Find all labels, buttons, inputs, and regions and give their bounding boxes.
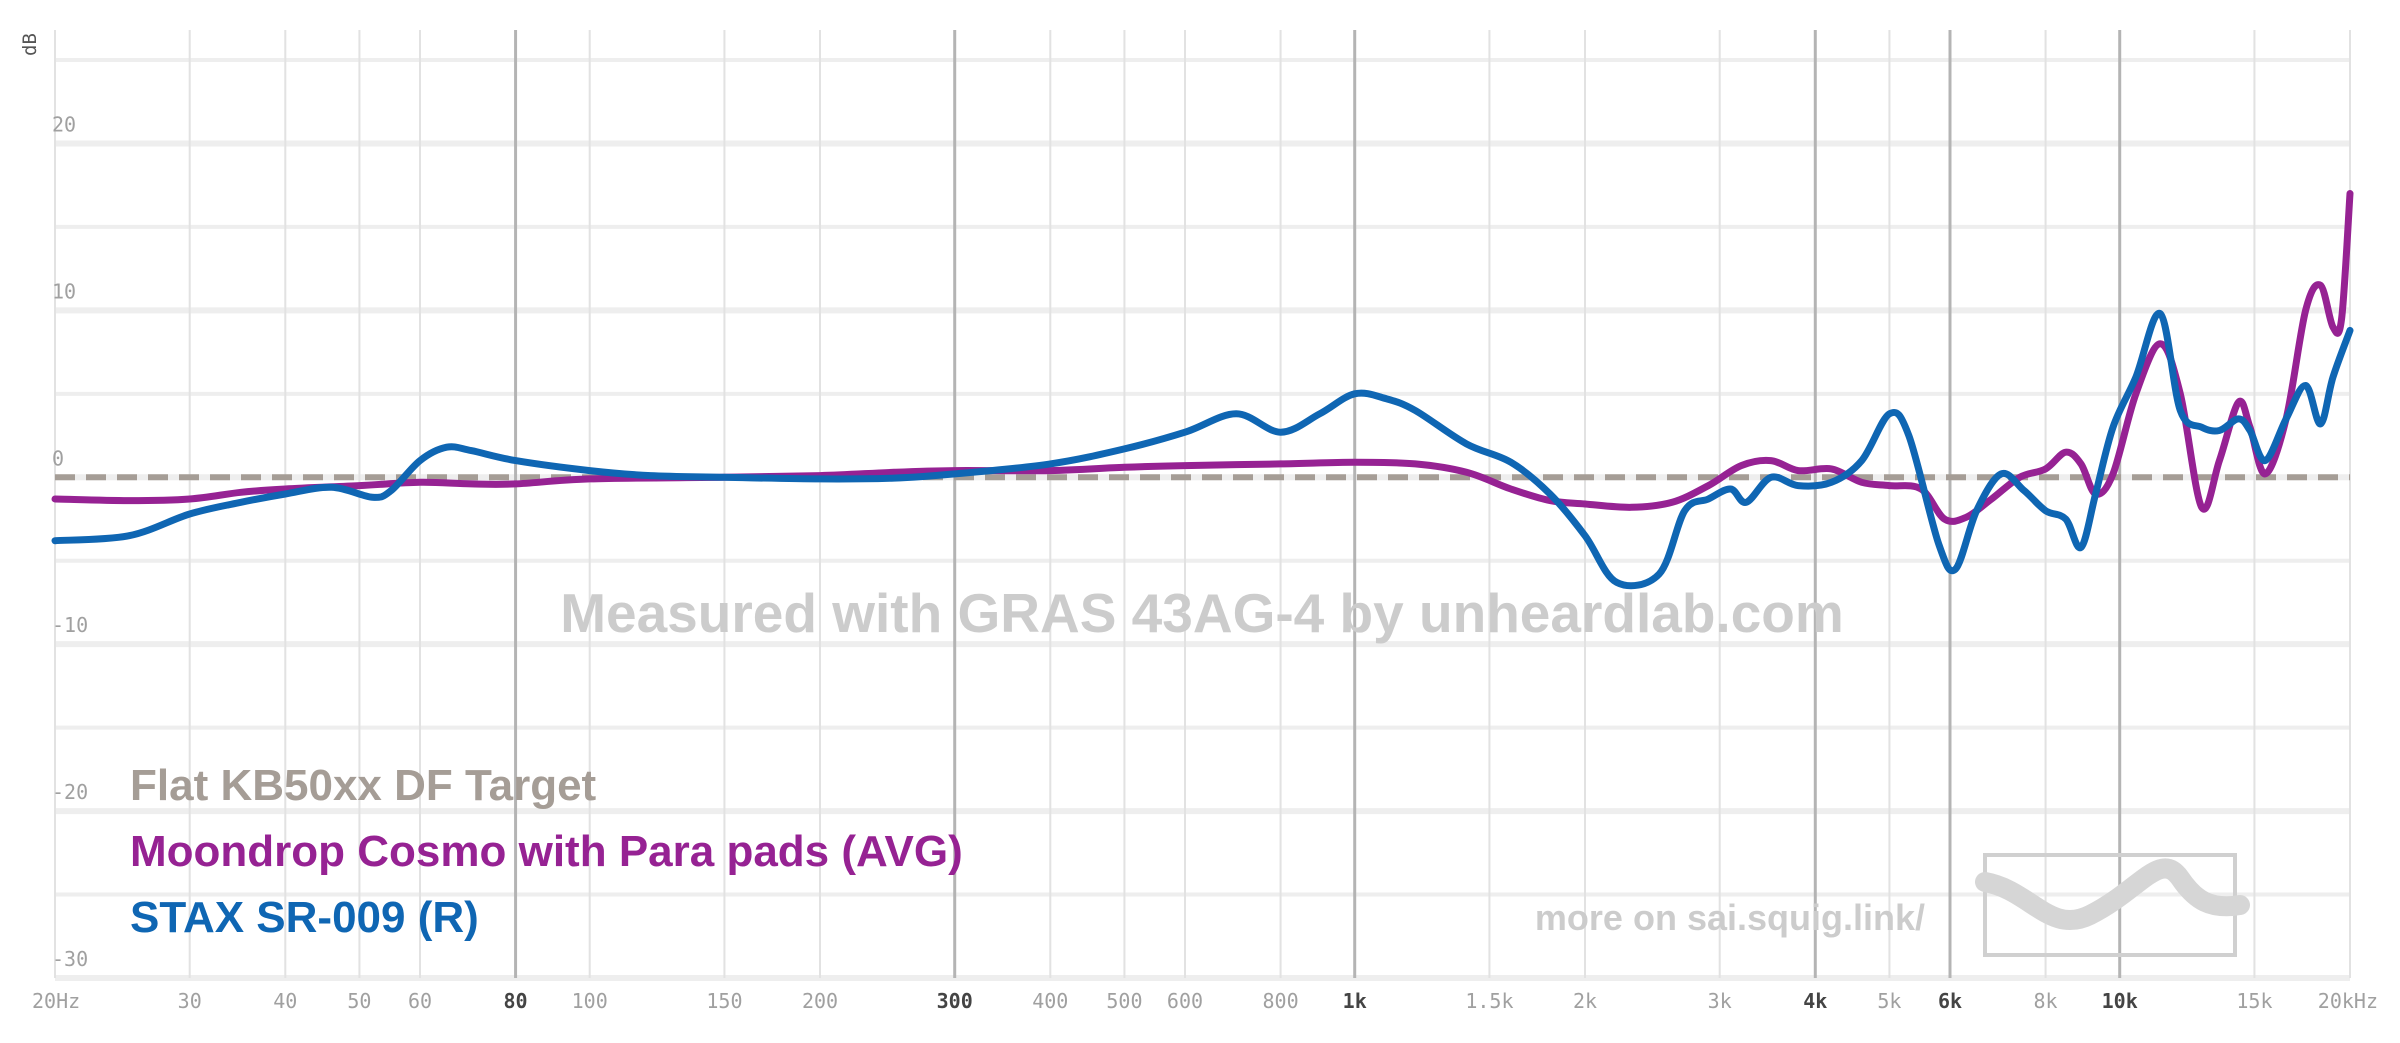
legend-entry-cosmo: Moondrop Cosmo with Para pads (AVG): [130, 827, 963, 876]
legend-entry-target: Flat KB50xx DF Target: [130, 761, 597, 810]
x-tick-label: 8k: [2034, 989, 2058, 1013]
x-tick-label: 15k: [2236, 989, 2272, 1013]
y-axis-ticks: 20 10 0 -10 -20 -30: [52, 112, 88, 971]
x-tick-label: 50: [347, 989, 371, 1013]
x-tick-label: 60: [408, 989, 432, 1013]
x-tick-label: 4k: [1803, 989, 1827, 1013]
y-axis-unit-label: dB: [19, 33, 41, 56]
x-tick-label: 400: [1032, 989, 1068, 1013]
y-tick-label: 0: [52, 446, 64, 470]
y-tick-label: -30: [52, 947, 88, 971]
x-tick-label: 20kHz: [2318, 989, 2378, 1013]
legend-entry-stax: STAX SR-009 (R): [130, 893, 479, 942]
x-tick-label: 1k: [1343, 989, 1367, 1013]
x-tick-label: 6k: [1938, 989, 1962, 1013]
y-tick-label: -10: [52, 613, 88, 637]
x-tick-label: 100: [572, 989, 608, 1013]
x-tick-label: 500: [1106, 989, 1142, 1013]
x-tick-label: 20Hz: [32, 989, 80, 1013]
x-tick-label: 10k: [2102, 989, 2138, 1013]
y-tick-label: 10: [52, 279, 76, 303]
x-tick-label: 300: [937, 989, 973, 1013]
x-tick-label: 30: [178, 989, 202, 1013]
x-tick-label: 800: [1263, 989, 1299, 1013]
x-tick-label: 3k: [1708, 989, 1732, 1013]
x-tick-label: 40: [273, 989, 297, 1013]
grid: [54, 30, 2351, 981]
squig-logo-icon: [1975, 853, 2250, 957]
x-axis-ticks: 20Hz 30 40 50 60 80 100 150 200 300 400 500 600 800 1k…: [32, 989, 2378, 1013]
x-tick-label: 600: [1167, 989, 1203, 1013]
x-tick-label: 1.5k: [1465, 989, 1513, 1013]
watermark-text: Measured with GRAS 43AG-4 by unheardlab.…: [560, 582, 1844, 644]
x-tick-label: 5k: [1877, 989, 1901, 1013]
y-tick-label: 20: [52, 112, 76, 136]
y-tick-label: -20: [52, 780, 88, 804]
legend: Flat KB50xx DF Target Moondrop Cosmo with…: [130, 761, 963, 942]
x-tick-label: 200: [802, 989, 838, 1013]
x-tick-label: 2k: [1573, 989, 1597, 1013]
series: [51, 190, 2354, 590]
footer-link-text[interactable]: more on sai.squig.link/: [1535, 897, 1925, 938]
x-tick-label: 80: [504, 989, 528, 1013]
series-line-stax: [51, 310, 2354, 590]
x-tick-label: 150: [706, 989, 742, 1013]
